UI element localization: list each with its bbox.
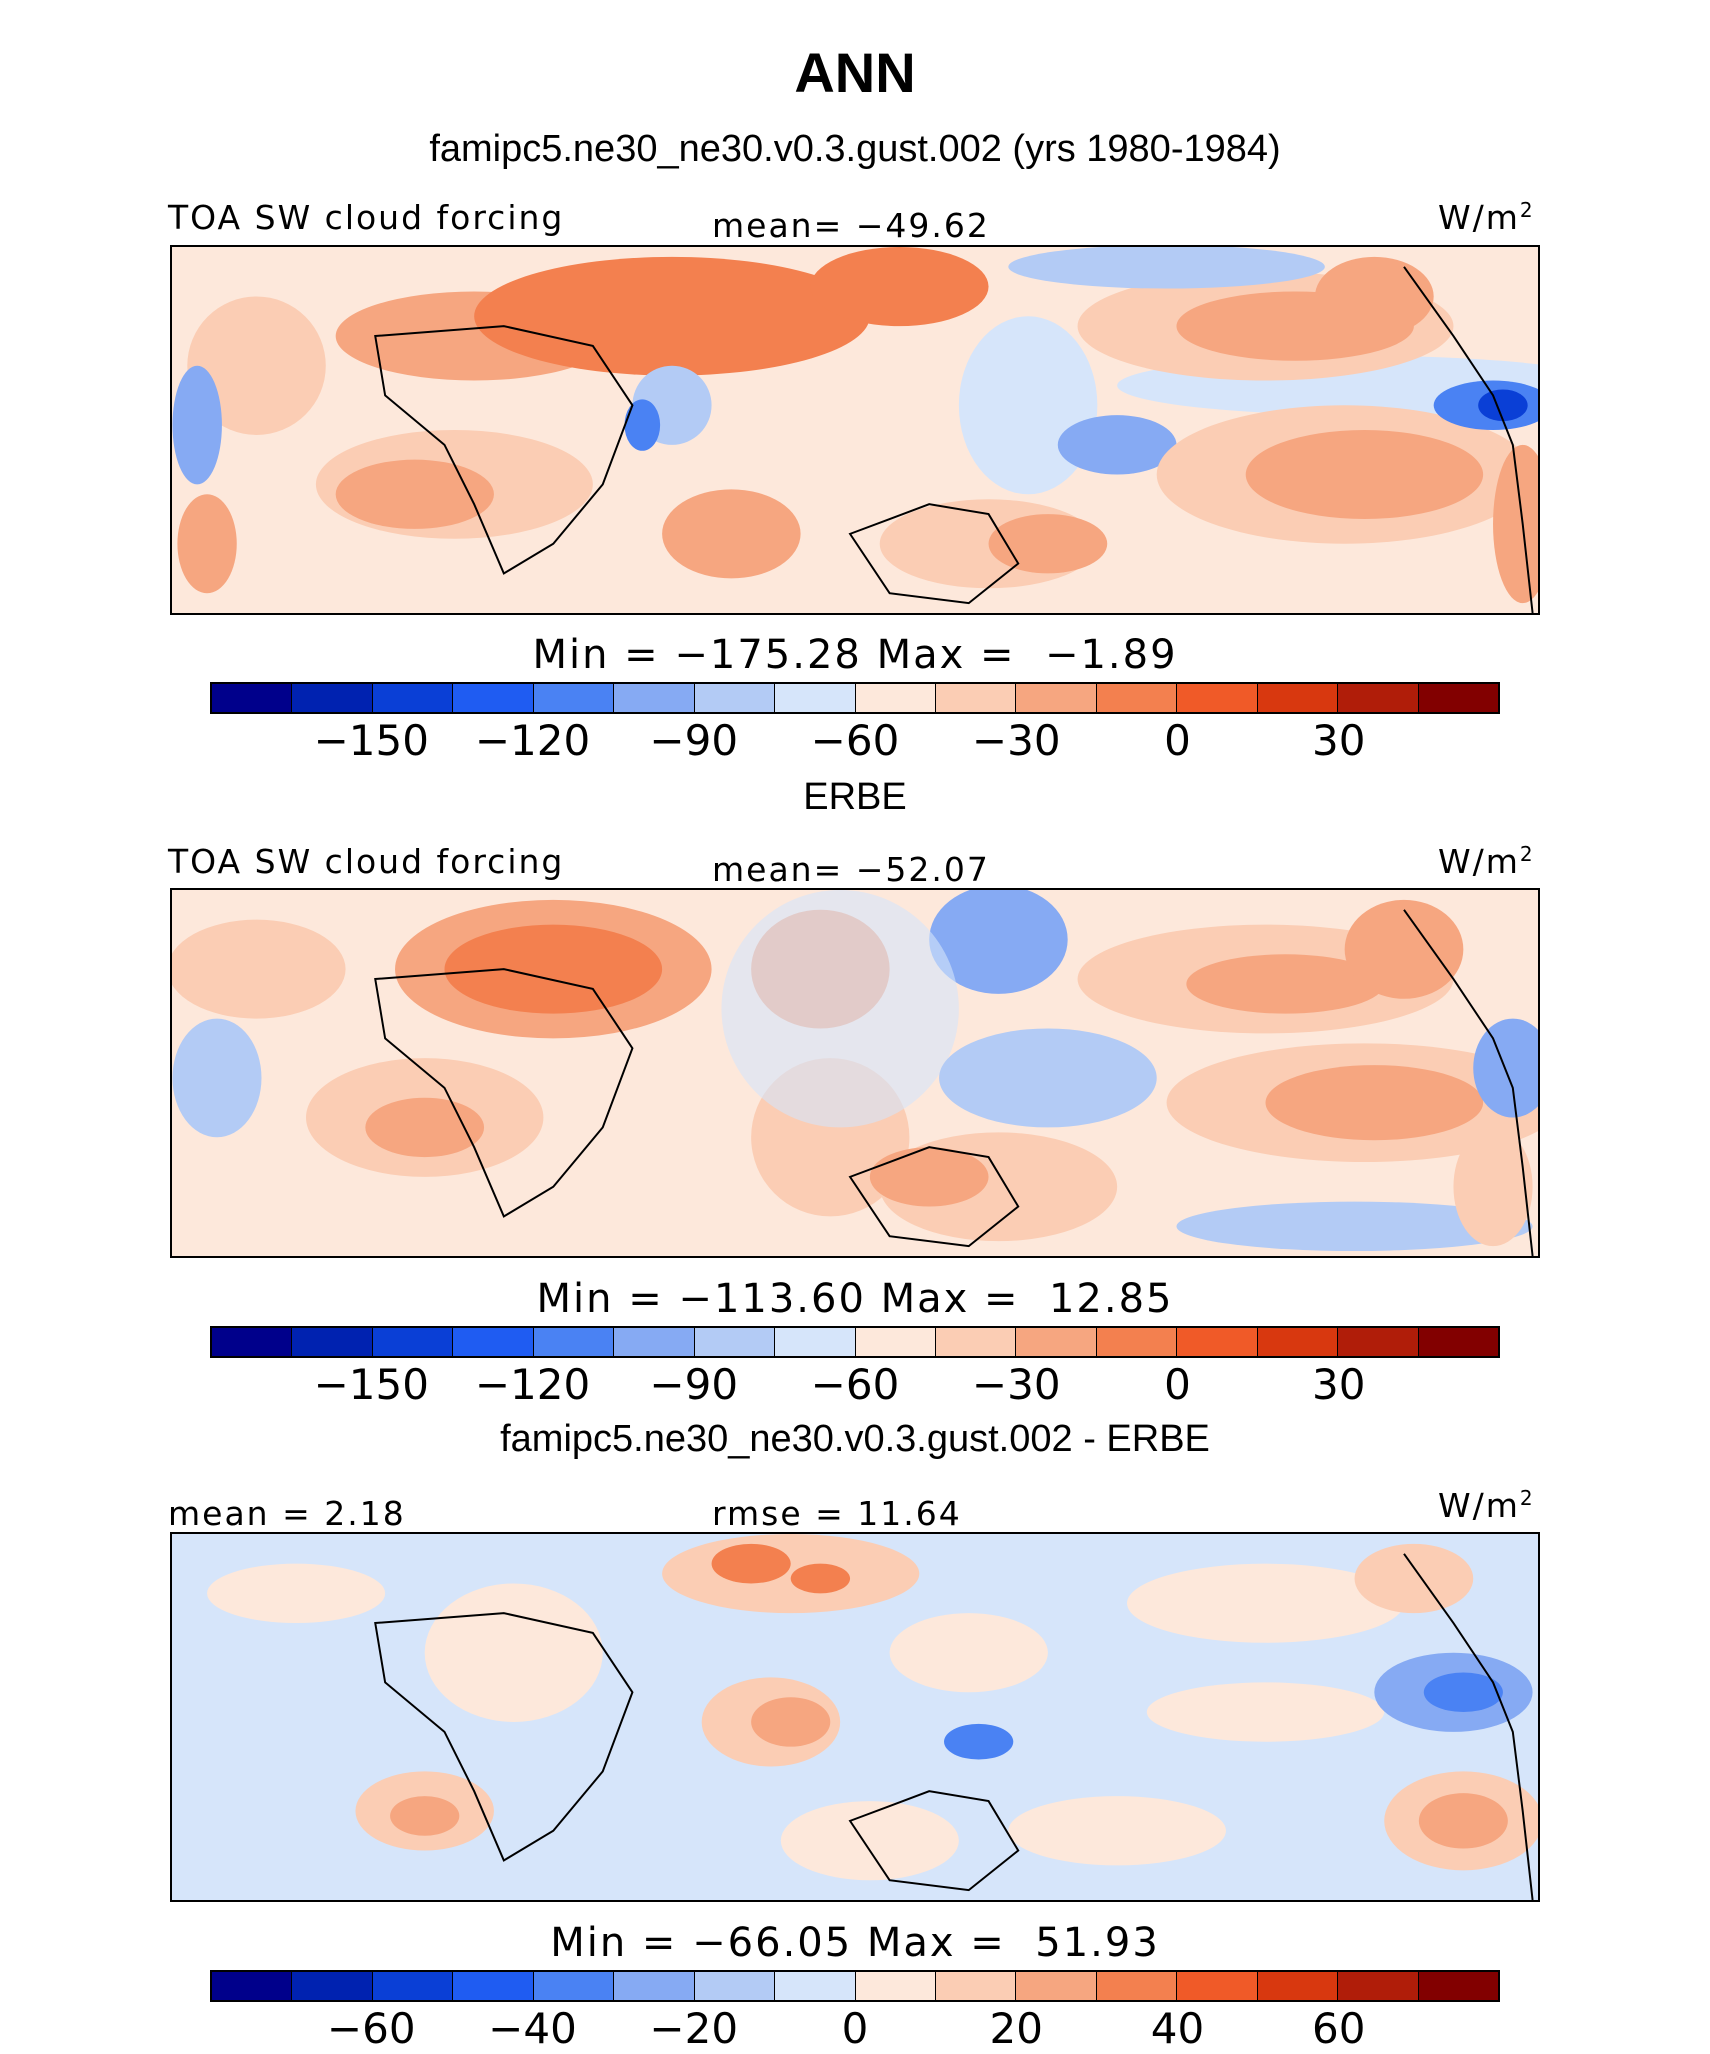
colorbar-swatch	[935, 684, 1017, 712]
panel-2-minmax: Min = −113.60 Max = 12.85	[536, 1276, 1174, 1322]
colorbar-swatch	[1177, 1972, 1258, 2000]
colorbar-swatch	[1257, 684, 1339, 712]
colorbar-tick-label: −40	[488, 2004, 577, 2053]
colorbar-tick-label: −60	[810, 716, 900, 765]
panel-2-map	[170, 888, 1540, 1258]
colorbar-swatch	[1096, 684, 1178, 712]
colorbar-swatch	[453, 1972, 534, 2000]
panel-2-left-label: TOA SW cloud forcing	[168, 842, 565, 881]
colorbar-tick-label: 0	[1164, 1360, 1191, 1409]
colorbar-swatch	[1016, 1972, 1097, 2000]
panel-1-tick-labels: −150 −120 −90 −60 −30 0 30	[210, 716, 1500, 766]
colorbar-tick-label: −90	[649, 716, 739, 765]
panel-3-mean-label: mean = 2.18	[168, 1494, 406, 1533]
colorbar-swatch	[614, 1972, 695, 2000]
colorbar-swatch	[1177, 1328, 1258, 1356]
colorbar-swatch	[533, 684, 615, 712]
colorbar-swatch	[292, 1972, 373, 2000]
panel-3-title: famipc5.ne30_ne30.v0.3.gust.002 - ERBE	[500, 1418, 1210, 1460]
colorbar-swatch	[1096, 1972, 1178, 2000]
colorbar-swatch	[1338, 1972, 1419, 2000]
colorbar-swatch	[855, 1328, 936, 1356]
colorbar-swatch	[533, 1328, 615, 1356]
colorbar-tick-label: 0	[841, 2004, 869, 2053]
colorbar-swatch	[372, 684, 454, 712]
colorbar-tick-label: −90	[649, 1360, 739, 1409]
panel-2-tick-labels: −150 −120 −90 −60 −30 0 30	[210, 1360, 1500, 1410]
colorbar-swatch	[212, 1972, 293, 2000]
colorbar-swatch	[614, 684, 695, 712]
colorbar-swatch	[855, 684, 936, 712]
colorbar-swatch	[212, 1328, 293, 1356]
colorbar-tick-label: 30	[1312, 716, 1366, 765]
colorbar-tick-label: 60	[1312, 2004, 1366, 2053]
panel-1-map	[170, 245, 1540, 615]
colorbar-tick-label: −60	[326, 2004, 416, 2053]
colorbar-swatch	[292, 1328, 373, 1356]
panel-2-colorbar	[210, 1326, 1500, 1358]
colorbar-swatch	[775, 684, 856, 712]
colorbar-swatch	[453, 684, 534, 712]
panel-1-left-label: TOA SW cloud forcing	[168, 198, 565, 237]
colorbar-swatch	[775, 1972, 856, 2000]
colorbar-swatch	[855, 1972, 936, 2000]
panel-2-title: ERBE	[803, 776, 907, 818]
colorbar-swatch	[1418, 1972, 1498, 2000]
panel-3-colorbar	[210, 1970, 1500, 2002]
colorbar-tick-label: −20	[649, 2004, 739, 2053]
colorbar-tick-label: −120	[474, 1360, 591, 1409]
panel-1-title: famipc5.ne30_ne30.v0.3.gust.002 (yrs 198…	[429, 128, 1281, 170]
colorbar-swatch	[775, 1328, 856, 1356]
colorbar-swatch	[1096, 1328, 1178, 1356]
colorbar-swatch	[372, 1328, 454, 1356]
colorbar-tick-label: 30	[1312, 1360, 1366, 1409]
colorbar-tick-label: 0	[1164, 716, 1191, 765]
colorbar-swatch	[1016, 1328, 1097, 1356]
panel-3-rmse-label: rmse = 11.64	[712, 1494, 962, 1533]
panel-3-units: W/m2	[1438, 1486, 1535, 1525]
colorbar-swatch	[935, 1972, 1017, 2000]
colorbar-swatch	[292, 684, 373, 712]
colorbar-tick-label: 20	[989, 2004, 1043, 2053]
figure-title: ANN	[794, 41, 916, 104]
colorbar-tick-label: −150	[313, 716, 429, 765]
panel-2-mean-label: mean= −52.07	[712, 850, 990, 889]
colorbar-swatch	[453, 1328, 534, 1356]
panel-3-minmax: Min = −66.05 Max = 51.93	[550, 1920, 1160, 1966]
panel-1-units: W/m2	[1438, 198, 1535, 237]
colorbar-swatch	[372, 1972, 454, 2000]
colorbar-swatch	[694, 684, 776, 712]
colorbar-tick-label: −60	[810, 1360, 900, 1409]
colorbar-swatch	[1418, 1328, 1498, 1356]
colorbar-tick-label: −30	[971, 716, 1061, 765]
panel-1-colorbar	[210, 682, 1500, 714]
panel-1-mean-label: mean= −49.62	[712, 206, 990, 245]
colorbar-swatch	[1257, 1328, 1339, 1356]
colorbar-swatch	[1338, 684, 1419, 712]
colorbar-swatch	[1338, 1328, 1419, 1356]
colorbar-swatch	[1016, 684, 1097, 712]
colorbar-swatch	[614, 1328, 695, 1356]
colorbar-swatch	[533, 1972, 615, 2000]
colorbar-tick-label: −30	[971, 1360, 1061, 1409]
colorbar-swatch	[1418, 684, 1498, 712]
colorbar-swatch	[1257, 1972, 1339, 2000]
panel-3-tick-labels: −60 −40 −20 0 20 40 60	[210, 2004, 1500, 2054]
colorbar-swatch	[212, 684, 293, 712]
colorbar-swatch	[1177, 684, 1258, 712]
colorbar-tick-label: 40	[1150, 2004, 1205, 2053]
panel-2-units: W/m2	[1438, 842, 1535, 881]
panel-3-map	[170, 1532, 1540, 1902]
colorbar-swatch	[694, 1328, 776, 1356]
colorbar-tick-label: −150	[313, 1360, 429, 1409]
colorbar-tick-label: −120	[474, 716, 591, 765]
panel-1-minmax: Min = −175.28 Max = −1.89	[532, 632, 1178, 678]
colorbar-swatch	[935, 1328, 1017, 1356]
colorbar-swatch	[694, 1972, 776, 2000]
